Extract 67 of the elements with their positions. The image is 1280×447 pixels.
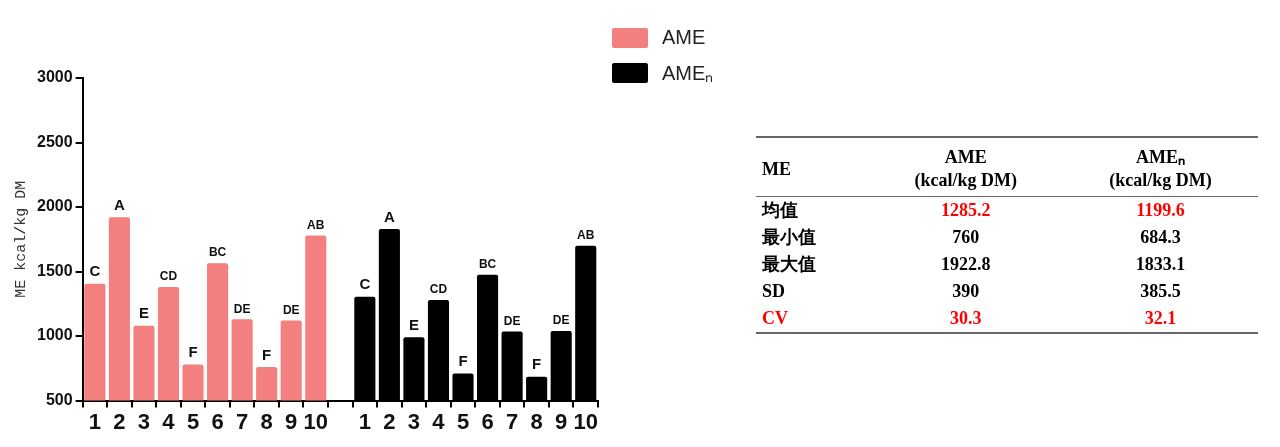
text: 390	[952, 281, 980, 301]
x-tick-label: 6	[481, 408, 494, 434]
x-tick-label: 7	[505, 408, 519, 434]
x-tick-label: 10	[303, 408, 328, 434]
y-tick-label: 2000	[37, 197, 73, 215]
x-tick-label: 8	[260, 408, 273, 434]
legend-label: AMEₙ	[662, 61, 714, 86]
data-label: CD	[159, 269, 178, 284]
category-label: AME (kcal/kg DM)	[913, 146, 1018, 192]
x-tick-label: 3	[137, 408, 151, 434]
x-tick-label: 5	[456, 408, 470, 434]
data-label: AB	[577, 228, 595, 243]
x-tick-label: 4	[432, 408, 446, 434]
x-tick-label: 2	[383, 408, 396, 434]
data-label: F	[262, 345, 272, 363]
x-tick-label: 10	[573, 408, 598, 434]
text: 684.3	[1140, 227, 1181, 247]
category-label: 最大值	[762, 254, 816, 274]
text: 760	[952, 227, 980, 247]
x-tick-label: 6	[211, 408, 224, 434]
y-tick-label: 1500	[37, 261, 73, 279]
x-tick-label: 7	[236, 408, 249, 434]
x-tick-label: 8	[530, 408, 543, 434]
data-label: CD	[429, 282, 448, 297]
data-label: AB	[307, 217, 325, 232]
text: 1199.6	[1136, 200, 1185, 220]
y-tick-label: 500	[45, 391, 73, 409]
y-tick-label: 3000	[37, 68, 73, 86]
x-tick-label: 1	[358, 408, 371, 434]
data-label: E	[138, 304, 149, 322]
y-tick-label: 1000	[37, 326, 73, 344]
data-label: E	[408, 316, 419, 334]
x-tick-label: 4	[162, 408, 176, 434]
text: 1285.2	[940, 200, 991, 220]
data-label: C	[89, 262, 101, 280]
data-label: BC	[478, 257, 497, 272]
data-label: DE	[552, 313, 570, 328]
data-label: DE	[503, 313, 521, 328]
x-tick-label: 1	[88, 408, 101, 434]
y-tick-label: 2500	[37, 132, 73, 150]
data-label: DE	[282, 302, 300, 317]
data-label: C	[359, 275, 371, 293]
category-label: 最小值	[762, 227, 816, 247]
category-label: ME	[761, 157, 792, 181]
category-label: AMEₙ (kcal/kg DM)	[1108, 146, 1213, 192]
category-label: CV	[762, 308, 788, 328]
x-tick-label: 9	[555, 408, 568, 434]
category-label: 均值	[762, 200, 798, 220]
data-label: F	[458, 352, 468, 370]
text: 32.1	[1144, 308, 1177, 328]
y-axis-title: ME kcal/kg DM	[12, 180, 30, 298]
x-tick-label: 2	[113, 408, 126, 434]
data-label: A	[113, 196, 125, 213]
text: 385.5	[1140, 281, 1181, 301]
data-label: BC	[208, 245, 227, 260]
data-label: A	[383, 207, 395, 225]
x-tick-label: 5	[186, 408, 200, 434]
legend-label: AME	[662, 26, 706, 49]
text: 1833.1	[1135, 254, 1186, 274]
x-tick-label: 3	[407, 408, 421, 434]
text: 1922.8	[940, 254, 991, 274]
text: 30.3	[949, 308, 982, 328]
data-label: F	[532, 355, 542, 373]
x-tick-label: 9	[285, 408, 298, 434]
category-label: SD	[762, 281, 786, 301]
data-label: F	[188, 343, 198, 361]
data-label: DE	[233, 301, 251, 316]
